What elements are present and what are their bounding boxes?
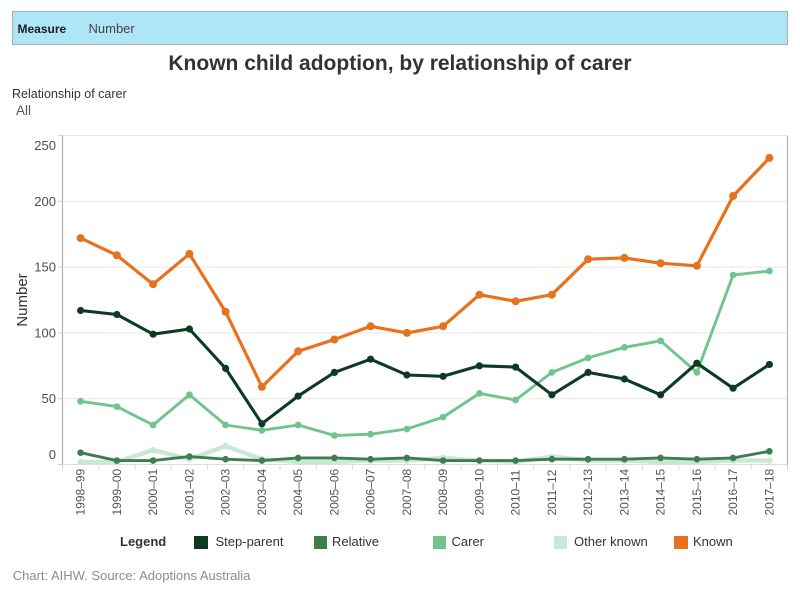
svg-text:2010–11: 2010–11 xyxy=(509,469,523,515)
svg-text:2015–16: 2015–16 xyxy=(690,468,704,515)
svg-text:2003–04: 2003–04 xyxy=(255,468,269,515)
svg-text:2017–18: 2017–18 xyxy=(762,468,776,515)
svg-text:Number: Number xyxy=(14,273,31,326)
svg-text:2005–06: 2005–06 xyxy=(327,468,341,515)
svg-text:50: 50 xyxy=(42,391,56,406)
svg-text:1998–99: 1998–99 xyxy=(74,468,88,515)
svg-text:100: 100 xyxy=(34,325,56,340)
svg-text:2009–10: 2009–10 xyxy=(472,468,486,515)
svg-text:2007–08: 2007–08 xyxy=(400,468,414,515)
svg-text:2014–15: 2014–15 xyxy=(654,468,668,515)
svg-text:2008–09: 2008–09 xyxy=(436,468,450,515)
svg-text:200: 200 xyxy=(34,194,56,209)
svg-text:2011–12: 2011–12 xyxy=(545,469,559,515)
svg-text:2001–02: 2001–02 xyxy=(182,468,196,515)
svg-text:2012–13: 2012–13 xyxy=(581,468,595,515)
svg-text:250: 250 xyxy=(34,138,56,153)
svg-text:2002–03: 2002–03 xyxy=(219,468,233,515)
svg-text:0: 0 xyxy=(49,447,56,462)
svg-text:1999–00: 1999–00 xyxy=(110,468,124,515)
svg-text:2016–17: 2016–17 xyxy=(726,468,740,515)
svg-text:2004–05: 2004–05 xyxy=(291,468,305,515)
svg-text:2000–01: 2000–01 xyxy=(146,468,160,515)
svg-text:2013–14: 2013–14 xyxy=(617,468,631,515)
svg-text:2006–07: 2006–07 xyxy=(364,468,378,515)
svg-text:150: 150 xyxy=(34,260,56,275)
